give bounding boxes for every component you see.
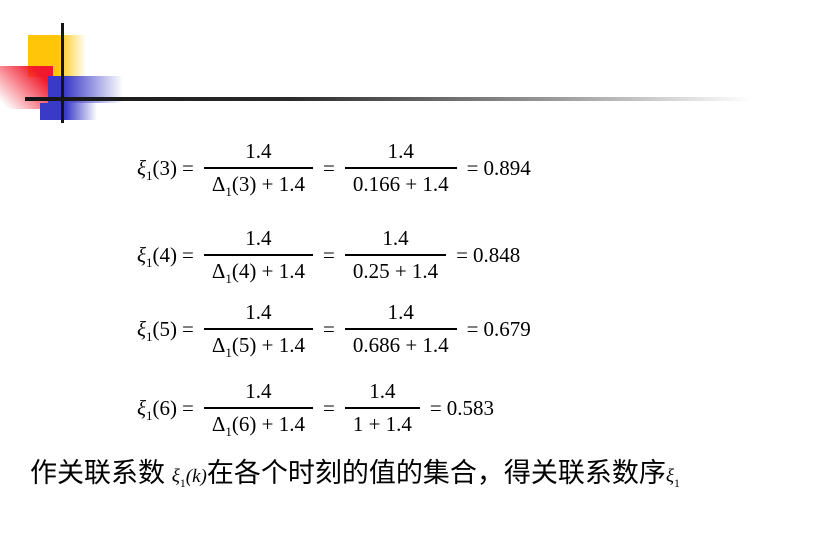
fraction: 1.4 1 + 1.4 [344,379,420,437]
fraction-numerator: 1.4 [382,226,409,250]
denominator-rest: (5) + 1.4 [231,333,305,357]
fraction-numerator: 1.4 [369,379,396,403]
delta-subscript: 1 [225,271,232,287]
xi-symbol: ξ [665,466,675,487]
equation-result: 0.848 [473,242,521,267]
xi-subscript: 1 [146,254,153,270]
fraction-numerator: 1.4 [245,226,272,250]
fraction-denominator: Δ1(5) + 1.4 [203,328,313,361]
equation-row: ξ1(5) = 1.4 Δ1(5) + 1.4 = 1.4 0.686 + 1.… [137,300,531,361]
equals-sign: = [322,395,335,420]
equation-lhs: ξ1(3) [137,155,178,183]
denominator-rest: (4) + 1.4 [231,259,305,283]
equation-row: ξ1(4) = 1.4 Δ1(4) + 1.4 = 1.4 0.25 + 1.4… [137,226,521,287]
caption-text: 作关联系数 ξ1(k)在各个时刻的值的集合，得关联系数序ξ1 [30,451,680,490]
delta-symbol: Δ [211,333,226,357]
xi-symbol: ξ [137,155,146,180]
xi-subscript: 1 [146,167,153,183]
fraction-denominator: 0.686 + 1.4 [344,328,457,358]
fraction: 1.4 Δ1(3) + 1.4 [203,139,313,200]
fraction-denominator: Δ1(6) + 1.4 [203,407,313,440]
xi-symbol: ξ [137,316,146,341]
caption-xi-term: ξ1(k) [171,466,207,490]
xi-subscript: 1 [146,328,153,344]
equation-lhs: ξ1(4) [137,242,178,270]
xi-argument: (3) [152,155,178,180]
equals-sign: = [182,242,194,267]
equation-row: ξ1(6) = 1.4 Δ1(6) + 1.4 = 1.4 1 + 1.4 = … [137,379,495,440]
xi-symbol: ξ [137,242,146,267]
decor-red-square [0,66,53,109]
equation-row: ξ1(3) = 1.4 Δ1(3) + 1.4 = 1.4 0.166 + 1.… [137,139,531,200]
fraction-numerator: 1.4 [387,300,414,324]
equals-sign: = [322,316,335,341]
equals-sign: = [322,242,335,267]
fraction: 1.4 0.686 + 1.4 [344,300,457,358]
fraction: 1.4 Δ1(4) + 1.4 [203,226,313,287]
xi-subscript: 1 [146,407,153,423]
fraction: 1.4 Δ1(6) + 1.4 [203,379,313,440]
equals-sign: = [429,395,442,420]
delta-symbol: Δ [211,412,226,436]
equation-lhs: ξ1(5) [137,316,178,344]
equals-sign: = [322,155,335,180]
fraction-numerator: 1.4 [387,139,414,163]
fraction-denominator: 0.25 + 1.4 [344,254,447,284]
equation-result: 0.583 [446,395,495,420]
delta-subscript: 1 [225,345,232,361]
decor-vertical-line [61,23,64,123]
xi-symbol: ξ [137,395,146,420]
fraction-numerator: 1.4 [245,379,272,403]
delta-subscript: 1 [225,424,232,440]
fraction-denominator: Δ1(3) + 1.4 [203,167,313,200]
equals-sign: = [182,155,194,180]
xi-argument: (k) [185,466,207,487]
equals-sign: = [456,242,469,267]
fraction-denominator: 1 + 1.4 [344,407,420,437]
equation-result: 0.679 [483,316,531,341]
equation-result: 0.894 [483,155,531,180]
equals-sign: = [466,155,479,180]
delta-symbol: Δ [211,172,226,196]
equation-lhs: ξ1(6) [137,395,178,423]
xi-argument: (5) [152,316,178,341]
equals-sign: = [466,316,479,341]
delta-symbol: Δ [211,259,226,283]
denominator-rest: (6) + 1.4 [231,412,305,436]
fraction-denominator: Δ1(4) + 1.4 [203,254,313,287]
fraction-numerator: 1.4 [245,139,272,163]
fraction-denominator: 0.166 + 1.4 [344,167,457,197]
fraction: 1.4 Δ1(5) + 1.4 [203,300,313,361]
caption-before: 作关联系数 [30,458,172,488]
fraction-numerator: 1.4 [245,300,272,324]
xi-subscript: 1 [674,476,680,490]
xi-argument: (4) [152,242,178,267]
caption-middle: 在各个时刻的值的集合，得关联系数序 [206,458,666,488]
equals-sign: = [182,395,194,420]
equals-sign: = [182,316,194,341]
caption-tail-xi: ξ1 [665,466,680,490]
fraction: 1.4 0.25 + 1.4 [344,226,447,284]
xi-argument: (6) [152,395,178,420]
decor-horizontal-line [25,97,782,101]
decor-blue-notch [40,103,97,120]
delta-subscript: 1 [225,184,232,200]
fraction: 1.4 0.166 + 1.4 [344,139,457,197]
denominator-rest: (3) + 1.4 [231,172,305,196]
xi-subscript: 1 [179,476,186,490]
xi-symbol: ξ [171,466,180,487]
